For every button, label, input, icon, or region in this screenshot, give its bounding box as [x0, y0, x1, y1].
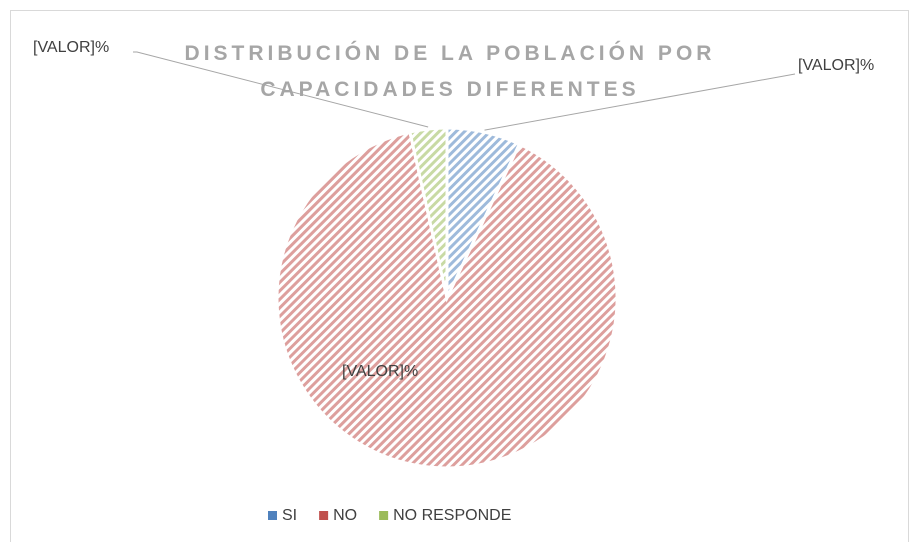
pie-slice — [408, 126, 449, 299]
legend-swatch — [319, 511, 329, 520]
legend-swatch — [379, 511, 389, 520]
pie-slice — [275, 130, 619, 470]
chart-border — [10, 10, 909, 542]
leader-line — [484, 73, 796, 131]
legend-label: NO RESPONDE — [393, 507, 511, 524]
legend-label: SI — [282, 507, 297, 524]
data-label: [VALOR]% — [342, 363, 418, 380]
legend-label: NO — [333, 507, 357, 524]
data-label: [VALOR]% — [798, 57, 874, 74]
data-label: [VALOR]% — [33, 39, 109, 56]
leader-line — [133, 51, 429, 128]
legend-swatch — [268, 511, 277, 520]
chart-title: DISTRIBUCIÓN DE LA POBLACIÓN POR CAPACID… — [184, 42, 716, 101]
